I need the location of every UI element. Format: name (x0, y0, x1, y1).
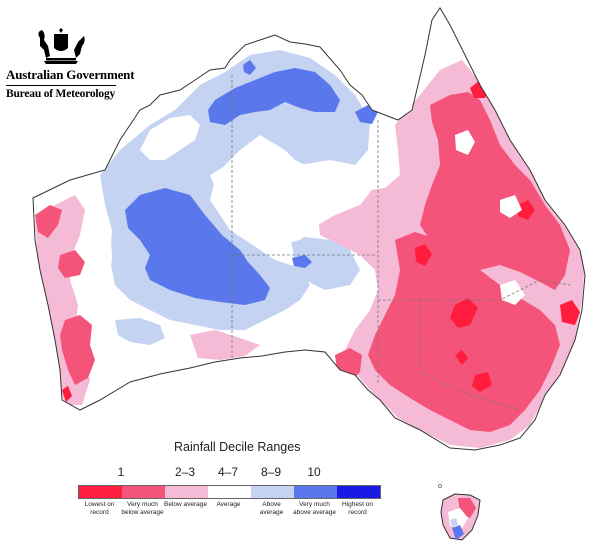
region-lowest-record-4 (450, 298, 478, 328)
region-very-much-above-small-2 (243, 60, 256, 75)
region-lowest-record-8 (455, 350, 468, 365)
government-title: Australian Government (6, 67, 135, 82)
region-lowest-record-3 (415, 244, 432, 266)
region-very-much-below-west-2 (58, 250, 85, 278)
region-average-southwest (82, 210, 118, 315)
region-above-average-southwest (115, 318, 165, 345)
region-average-central (210, 150, 372, 245)
legend-swatch (208, 486, 251, 498)
legend-title: Rainfall Decile Ranges (174, 440, 301, 454)
tasmania-very-much-above (452, 525, 464, 540)
legend-heading: 1 (117, 465, 125, 479)
legend-swatch-label: Highest on record (341, 501, 374, 516)
bom-logo: Australian Government Bureau of Meteorol… (6, 28, 135, 100)
mainland-coastline (32, 7, 586, 451)
bass-strait-island (438, 484, 442, 488)
legend-swatch (294, 486, 337, 498)
legend-heading: 8–9 (260, 465, 282, 479)
legend-swatch-label: Very much above average (293, 501, 337, 516)
region-average-nsw-pocket (500, 280, 525, 305)
region-average-kimberley (140, 115, 200, 160)
region-very-much-above-north (208, 68, 340, 125)
legend-headings: 1 2–3 4–7 8–9 10 (78, 465, 383, 481)
region-lowest-record-5 (560, 300, 580, 325)
legend-swatch (79, 486, 122, 498)
coat-of-arms-icon (38, 28, 85, 64)
region-very-much-above-small-3 (292, 255, 312, 268)
legend-swatch-label: Above average (259, 501, 284, 516)
region-average-qld-pocket-2 (500, 195, 522, 218)
legend-swatch-label: Below average (164, 501, 207, 508)
region-very-much-above-west (125, 188, 270, 305)
legend-swatch-label: Very much below average (121, 501, 164, 516)
legend-color-bar (78, 485, 381, 499)
legend-heading: 2–3 (174, 465, 196, 479)
legend-swatch (165, 486, 208, 498)
legend-heading: 4–7 (217, 465, 239, 479)
region-lowest-record-6 (472, 372, 492, 392)
region-above-average-central (290, 235, 360, 290)
region-lowest-record-2 (518, 200, 535, 220)
legend-swatch (122, 486, 165, 498)
tasmania-above-average (450, 518, 458, 527)
region-average-qld-pocket-1 (455, 130, 475, 155)
legend-swatch (337, 486, 380, 498)
region-below-average-south (190, 330, 260, 360)
state-borders (231, 75, 571, 411)
region-very-much-below-southwest (60, 315, 95, 385)
bureau-title: Bureau of Meteorology (6, 88, 116, 100)
region-lowest-record-7 (62, 386, 72, 402)
region-very-much-below-sa (335, 348, 362, 385)
region-very-much-below-nsw (368, 232, 560, 432)
legend-heading: 10 (307, 465, 321, 479)
legend-swatch-label: Average (216, 501, 241, 508)
legend-swatch (251, 486, 294, 498)
region-very-much-below-west-1 (35, 205, 62, 238)
legend-swatch-label: Lowest on record (84, 501, 115, 516)
logo-divider (6, 85, 116, 86)
